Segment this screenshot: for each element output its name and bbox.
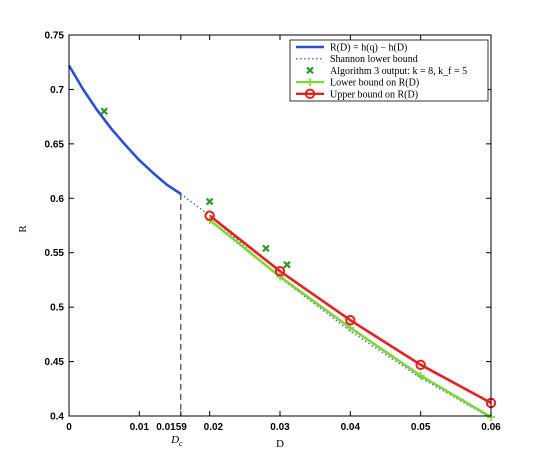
y-tick-label: 0.5	[50, 303, 64, 314]
series-marker-4	[345, 315, 356, 326]
y-tick-label: 0.65	[45, 139, 65, 150]
series-marker-4	[204, 210, 215, 221]
legend-entry-label: Lower bound on R(D)	[330, 78, 419, 89]
x-tick-label: 0.03	[270, 422, 290, 433]
y-axis-label: R	[17, 225, 29, 233]
x-tick-label: 0.0159	[156, 422, 187, 433]
legend-box	[289, 39, 489, 102]
series-marker-2	[283, 260, 291, 269]
x-tick-label: 0.04	[341, 422, 361, 433]
x-tick-label: 0.01	[130, 422, 150, 433]
legend-marker	[304, 88, 316, 100]
series-marker-2	[100, 107, 108, 115]
legend-marker	[306, 66, 314, 75]
series-marker-2	[205, 197, 214, 206]
y-tick-label: 0.7	[50, 85, 64, 96]
series-marker-3	[416, 371, 425, 380]
legend-entry-label: Upper bound on R(D)	[330, 89, 418, 100]
x-tick-label: 0.06	[481, 422, 501, 433]
y-tick-label: 0.55	[45, 248, 65, 259]
legend-entry-label: Algorithm 3 output: k = 8, k_f = 5	[330, 66, 467, 77]
legend-marker	[306, 78, 314, 87]
x-tick-label: 0	[66, 422, 72, 433]
series-line-0	[67, 64, 182, 195]
critical-distortion-label: Dc	[170, 434, 183, 448]
y-tick-label: 0.45	[45, 357, 65, 368]
legend: R(D) = h(q) − h(D)Shannon lower boundAlg…	[289, 39, 489, 102]
series-line-1	[180, 193, 492, 419]
x-axis-label: D	[276, 438, 284, 450]
series-line-4	[208, 214, 492, 405]
series-marker-2	[262, 244, 270, 253]
series-marker-3	[276, 272, 284, 281]
y-tick-label: 0.4	[50, 412, 64, 423]
series-marker-4	[274, 266, 286, 277]
legend-entry-label: R(D) = h(q) − h(D)	[330, 43, 407, 54]
y-tick-label: 0.6	[50, 194, 64, 205]
x-tick-label: 0.02	[204, 422, 224, 433]
legend-entry-label: Shannon lower bound	[330, 54, 418, 65]
marker-layer	[100, 107, 497, 422]
x-tick-label: 0.05	[411, 422, 431, 433]
series-marker-4	[415, 359, 426, 371]
y-tick-label: 0.75	[45, 31, 65, 42]
tick-layer: 0.4 0.45 0.5 0.55 0.6 0.65 0.7 0.75 0 0.01 0.0159 0…	[45, 31, 502, 449]
